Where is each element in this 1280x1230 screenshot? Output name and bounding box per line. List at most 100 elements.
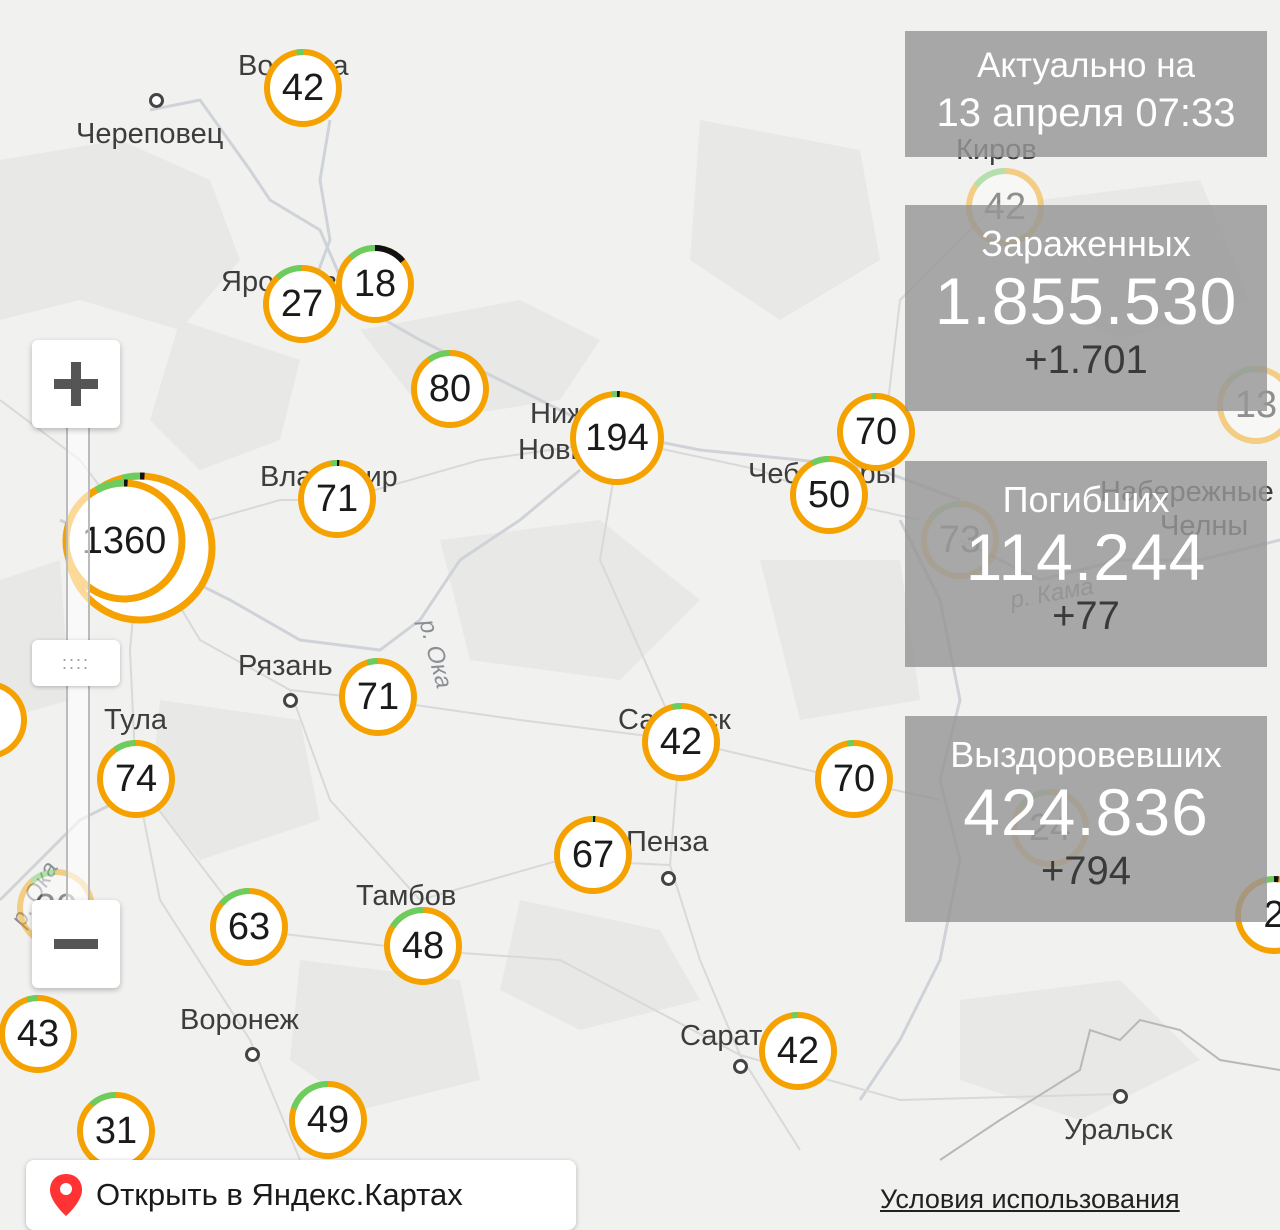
case-cluster-marker[interactable]: 80 bbox=[408, 347, 492, 431]
recovered-arc bbox=[77, 1092, 155, 1170]
case-cluster-marker[interactable]: 4 bbox=[0, 678, 30, 762]
cluster-ring bbox=[384, 907, 462, 985]
cluster-ring bbox=[0, 681, 27, 759]
cluster-count: 42 bbox=[776, 1029, 820, 1072]
case-cluster-marker[interactable]: 42 bbox=[639, 700, 723, 784]
recovered-arc bbox=[384, 907, 462, 985]
infected-panel: Зараженных 1.855.530 +1.701 bbox=[905, 205, 1267, 411]
city-label: Тула bbox=[104, 704, 167, 736]
recovered-arc bbox=[966, 168, 1044, 246]
cluster-ring bbox=[0, 995, 77, 1073]
case-cluster-marker[interactable]: 43 bbox=[0, 992, 80, 1076]
infected-value: 1.855.530 bbox=[934, 264, 1238, 338]
cluster-ring bbox=[790, 456, 868, 534]
cluster-count: 63 bbox=[227, 905, 271, 948]
case-cluster-marker[interactable]: 194 bbox=[567, 388, 667, 488]
city-dot bbox=[733, 1059, 748, 1074]
cluster-count: 42 bbox=[659, 720, 703, 763]
cluster-ring bbox=[837, 393, 915, 471]
city-label: Рязань bbox=[238, 650, 333, 682]
cluster-ring bbox=[570, 391, 664, 485]
recovered-arc bbox=[17, 869, 95, 947]
actual-date: 13 апреля 07:33 bbox=[936, 91, 1236, 135]
case-cluster-marker[interactable]: 1360 bbox=[59, 476, 189, 606]
case-cluster-marker[interactable]: 67 bbox=[551, 813, 635, 897]
map-pin-icon bbox=[50, 1174, 82, 1216]
plus-icon bbox=[54, 362, 98, 406]
actual-date-panel: Актуально на 13 апреля 07:33 bbox=[905, 31, 1267, 157]
cluster-count: 71 bbox=[356, 675, 400, 718]
cluster-count: 27 bbox=[280, 282, 324, 325]
case-cluster-marker[interactable]: 42 bbox=[756, 1009, 840, 1093]
terms-of-use-link[interactable]: Условия использования bbox=[880, 1184, 1180, 1214]
case-cluster-marker[interactable]: 18 bbox=[333, 242, 417, 326]
cluster-count: 50 bbox=[807, 473, 851, 516]
case-cluster-marker[interactable]: 71 bbox=[295, 457, 379, 541]
open-in-yandex-maps-label: Открыть в Яндекс.Картах bbox=[96, 1177, 463, 1212]
recovered-arc bbox=[759, 1012, 837, 1090]
deaths-arc bbox=[1235, 876, 1280, 954]
cluster-count: 70 bbox=[832, 757, 876, 800]
actual-title: Актуально на bbox=[976, 46, 1195, 85]
cluster-ring bbox=[264, 49, 342, 127]
case-cluster-marker[interactable]: 48 bbox=[381, 904, 465, 988]
recovered-arc bbox=[642, 703, 720, 781]
case-cluster-marker[interactable]: 70 bbox=[812, 737, 896, 821]
cluster-ring bbox=[289, 1081, 367, 1159]
city-label: Череповец bbox=[76, 118, 224, 150]
recovered-arc bbox=[339, 658, 417, 736]
cluster-count: 80 bbox=[428, 367, 472, 410]
cluster-count: 1360 bbox=[81, 519, 167, 562]
infected-title: Зараженных bbox=[981, 223, 1191, 264]
cluster-count: 48 bbox=[401, 924, 445, 967]
cluster-ring bbox=[263, 265, 341, 343]
recovered-arc bbox=[264, 49, 342, 127]
deaths-arc bbox=[570, 391, 664, 485]
cluster-ring bbox=[97, 740, 175, 818]
cluster-count: 42 bbox=[281, 66, 325, 109]
deaths-value: 114.244 bbox=[965, 520, 1207, 594]
city-label: Тамбов bbox=[356, 880, 457, 912]
deaths-panel: Погибших 114.244 +77 bbox=[905, 461, 1267, 667]
cluster-ring bbox=[339, 658, 417, 736]
cluster-ring bbox=[62, 479, 186, 603]
case-cluster-marker[interactable]: 42 bbox=[261, 46, 345, 130]
cluster-count: 43 bbox=[16, 1012, 60, 1055]
case-cluster-marker[interactable]: 63 bbox=[207, 885, 291, 969]
cluster-count: 74 bbox=[114, 757, 158, 800]
cluster-ring bbox=[759, 1012, 837, 1090]
recovered-arc bbox=[210, 888, 288, 966]
cluster-count: 194 bbox=[585, 416, 649, 459]
case-cluster-marker[interactable]: 70 bbox=[834, 390, 918, 474]
deaths-arc bbox=[336, 245, 414, 323]
case-cluster-marker[interactable]: 50 bbox=[787, 453, 871, 537]
city-dot bbox=[149, 93, 164, 108]
case-cluster-marker[interactable]: 27 bbox=[260, 262, 344, 346]
recovered-value: 424.836 bbox=[963, 775, 1209, 849]
cluster-count: 49 bbox=[306, 1098, 350, 1141]
city-label: Воронеж bbox=[180, 1004, 299, 1036]
city-dot bbox=[283, 693, 298, 708]
zoom-out-button[interactable] bbox=[32, 900, 120, 988]
case-cluster-marker[interactable]: 49 bbox=[286, 1078, 370, 1162]
recovered-arc bbox=[837, 393, 915, 471]
cluster-count: 71 bbox=[315, 477, 359, 520]
cluster-count: 18 bbox=[353, 262, 397, 305]
city-label: Пенза bbox=[626, 826, 709, 858]
recovered-arc bbox=[0, 995, 77, 1073]
recovered-arc bbox=[289, 1081, 367, 1159]
zoom-slider-handle[interactable]: :::: bbox=[32, 640, 120, 686]
case-cluster-marker[interactable]: 71 bbox=[336, 655, 420, 739]
cluster-ring bbox=[298, 460, 376, 538]
deaths-arc bbox=[64, 472, 216, 624]
city-dot bbox=[1113, 1089, 1128, 1104]
cluster-ring bbox=[642, 703, 720, 781]
recovered-arc bbox=[263, 265, 341, 343]
cluster-ring bbox=[815, 740, 893, 818]
case-cluster-marker[interactable]: 74 bbox=[94, 737, 178, 821]
open-in-yandex-maps-button[interactable]: Открыть в Яндекс.Картах bbox=[26, 1160, 576, 1230]
recovered-delta: +794 bbox=[1040, 849, 1132, 893]
zoom-in-button[interactable] bbox=[32, 340, 120, 428]
deaths-arc bbox=[298, 460, 376, 538]
deaths-title: Погибших bbox=[1002, 479, 1170, 520]
